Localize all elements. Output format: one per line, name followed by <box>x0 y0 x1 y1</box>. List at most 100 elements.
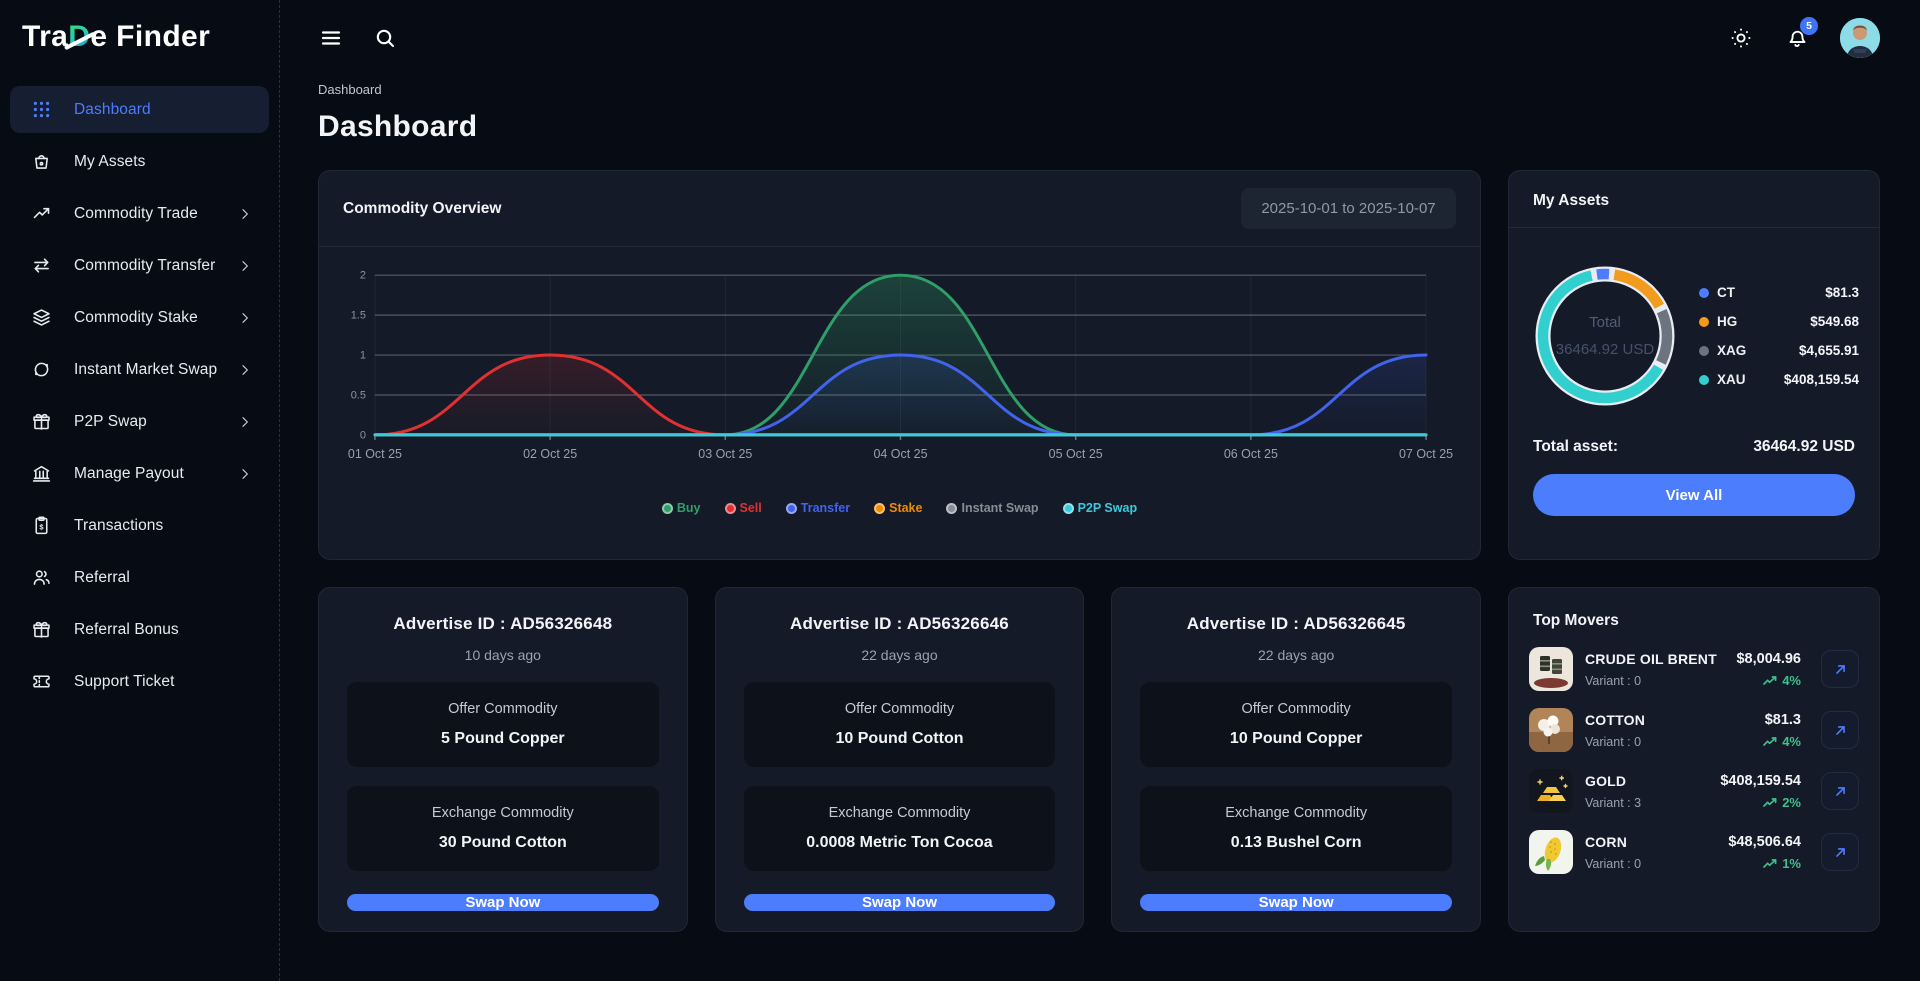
mover-open-button[interactable] <box>1821 650 1859 688</box>
gift-icon <box>30 619 52 641</box>
legend-label: Sell <box>739 501 762 515</box>
mover-price: $408,159.54 <box>1720 772 1801 789</box>
sidebar-item-label: Support Ticket <box>74 672 175 690</box>
mover-change: 4% <box>1763 734 1801 749</box>
sidebar-item-commodity-transfer[interactable]: Commodity Transfer <box>10 242 269 289</box>
offer-commodity-box: Offer Commodity 10 Pound Copper <box>1140 682 1452 767</box>
legend-color-dot <box>724 502 736 514</box>
legend-item-p2p-swap[interactable]: P2P Swap <box>1062 501 1137 515</box>
mover-price-block: $48,506.64 1% <box>1728 834 1801 871</box>
mover-info: CRUDE OIL BRENT Variant : 0 <box>1585 651 1717 688</box>
svg-text:0: 0 <box>360 429 366 441</box>
ticket-icon <box>30 671 52 693</box>
view-all-button[interactable]: View All <box>1533 474 1855 516</box>
sidebar-item-dashboard[interactable]: Dashboard <box>10 86 269 133</box>
asset-value: $4,655.91 <box>1798 343 1859 358</box>
mover-change-percent: 4% <box>1782 733 1801 749</box>
svg-text:01 Oct 25: 01 Oct 25 <box>348 447 402 461</box>
mover-variant: Variant : 0 <box>1585 734 1642 749</box>
svg-text:03 Oct 25: 03 Oct 25 <box>698 447 752 461</box>
commodity-overview-card: Commodity Overview 2025-10-01 to 2025-10… <box>318 170 1481 560</box>
user-avatar[interactable] <box>1840 18 1880 58</box>
advertise-card-3: Advertise ID : AD56326645 22 days ago Offe… <box>1111 587 1481 932</box>
exchange-commodity-box: Exchange Commodity 0.0008 Metric Ton Coco… <box>743 786 1056 871</box>
mover-info: CORN Variant : 0 <box>1585 834 1641 871</box>
breadcrumb[interactable]: Dashboard <box>318 82 382 97</box>
mover-info: COTTON Variant : 0 <box>1585 712 1645 749</box>
top-movers-card: Top Movers CRUDE OIL BRENT Variant : 0 $8,… <box>1508 587 1880 932</box>
sidebar-item-referral[interactable]: Referral <box>10 554 269 601</box>
notification-badge: 5 <box>1800 17 1818 35</box>
date-range-input[interactable]: 2025-10-01 to 2025-10-07 <box>1241 188 1456 229</box>
mover-open-button[interactable] <box>1821 772 1859 810</box>
swap-now-button[interactable]: Swap Now <box>347 894 659 911</box>
my-assets-title: My Assets <box>1509 171 1879 228</box>
exchange-commodity-box: Exchange Commodity 30 Pound Cotton <box>347 786 659 871</box>
mover-variant: Variant : 3 <box>1585 795 1642 810</box>
swap-now-button[interactable]: Swap Now <box>1140 894 1452 911</box>
sidebar-item-commodity-stake[interactable]: Commodity Stake <box>10 294 269 341</box>
sidebar-item-label: Dashboard <box>74 100 151 118</box>
sidebar-item-label: Commodity Transfer <box>74 256 216 274</box>
legend-item-instant-swap[interactable]: Instant Swap <box>946 501 1039 515</box>
mover-price-block: $81.3 4% <box>1763 712 1801 749</box>
sidebar-item-label: Instant Market Swap <box>74 360 218 378</box>
sidebar-item-referral-bonus[interactable]: Referral Bonus <box>10 606 269 653</box>
chart-title: Commodity Overview <box>343 199 502 217</box>
asset-symbol: HG <box>1717 314 1738 329</box>
gold-thumbnail <box>1529 769 1573 813</box>
mover-name: CORN <box>1585 833 1628 850</box>
asset-row-xag: XAG $4,655.91 <box>1699 343 1859 358</box>
top-movers-title: Top Movers <box>1533 612 1619 629</box>
advertise-card-1: Advertise ID : AD56326648 10 days ago Offe… <box>318 587 688 932</box>
exchange-commodity-label: Exchange Commodity <box>828 805 971 821</box>
basket-icon <box>30 151 52 173</box>
mover-price: $48,506.64 <box>1728 833 1801 850</box>
mover-open-button[interactable] <box>1821 711 1859 749</box>
mover-change: 1% <box>1763 856 1801 871</box>
top-movers-list: CRUDE OIL BRENT Variant : 0 $8,004.96 4% COT… <box>1529 647 1859 874</box>
legend-item-sell[interactable]: Sell <box>724 501 762 515</box>
mover-change-percent: 1% <box>1782 855 1801 871</box>
mover-open-button[interactable] <box>1821 833 1859 871</box>
topbar: 5 <box>318 0 1880 66</box>
legend-color-dot <box>785 502 797 514</box>
total-asset-value: 36464.92 USD <box>1753 438 1855 455</box>
sidebar-item-transactions[interactable]: $ Transactions <box>10 502 269 549</box>
sidebar-item-instant-market-swap[interactable]: Instant Market Swap <box>10 346 269 393</box>
mover-price-block: $408,159.54 2% <box>1720 773 1801 810</box>
advertise-id-title: Advertise ID : AD56326645 <box>1186 614 1406 633</box>
sidebar-item-support-ticket[interactable]: Support Ticket <box>10 658 269 705</box>
my-assets-body: Total 36464.92 USD CT $81.3 HG $549.68 XAG $4… <box>1509 228 1879 422</box>
sidebar-item-commodity-trade[interactable]: Commodity Trade <box>10 190 269 237</box>
arrow-up-right-icon <box>1832 783 1849 800</box>
swap-now-button[interactable]: Swap Now <box>743 894 1056 911</box>
hamburger-menu-icon[interactable] <box>318 25 344 51</box>
asset-row-ct: CT $81.3 <box>1699 285 1859 300</box>
svg-text:04 Oct 25: 04 Oct 25 <box>873 447 927 461</box>
mover-price-block: $8,004.96 4% <box>1736 651 1801 688</box>
legend-color-dot <box>946 502 958 514</box>
exchange-commodity-label: Exchange Commodity <box>431 805 574 821</box>
notifications-bell-icon[interactable]: 5 <box>1784 17 1818 51</box>
search-icon[interactable] <box>372 25 398 51</box>
sidebar-item-my-assets[interactable]: My Assets <box>10 138 269 185</box>
grid-icon <box>30 99 52 121</box>
arrows-icon <box>30 255 52 277</box>
mover-change-percent: 2% <box>1782 794 1801 810</box>
mover-row-crude-oil-brent: CRUDE OIL BRENT Variant : 0 $8,004.96 4% <box>1529 647 1859 691</box>
content-grid: Commodity Overview 2025-10-01 to 2025-10… <box>318 170 1880 932</box>
legend-label: Transfer <box>800 501 851 515</box>
mover-change: 2% <box>1763 795 1801 810</box>
legend-label: Instant Swap <box>961 501 1039 515</box>
sidebar-item-p2p-swap[interactable]: P2P Swap <box>10 398 269 445</box>
theme-toggle-sun-icon[interactable] <box>1728 25 1754 51</box>
legend-item-transfer[interactable]: Transfer <box>785 501 851 515</box>
legend-item-stake[interactable]: Stake <box>874 501 922 515</box>
exchange-commodity-value: 30 Pound Cotton <box>438 834 567 851</box>
mover-row-gold: GOLD Variant : 3 $408,159.54 2% <box>1529 769 1859 813</box>
sidebar-item-manage-payout[interactable]: Manage Payout <box>10 450 269 497</box>
legend-item-buy[interactable]: Buy <box>661 501 701 515</box>
total-asset-row: Total asset: 36464.92 USD <box>1509 422 1879 456</box>
svg-text:0.5: 0.5 <box>351 389 366 401</box>
